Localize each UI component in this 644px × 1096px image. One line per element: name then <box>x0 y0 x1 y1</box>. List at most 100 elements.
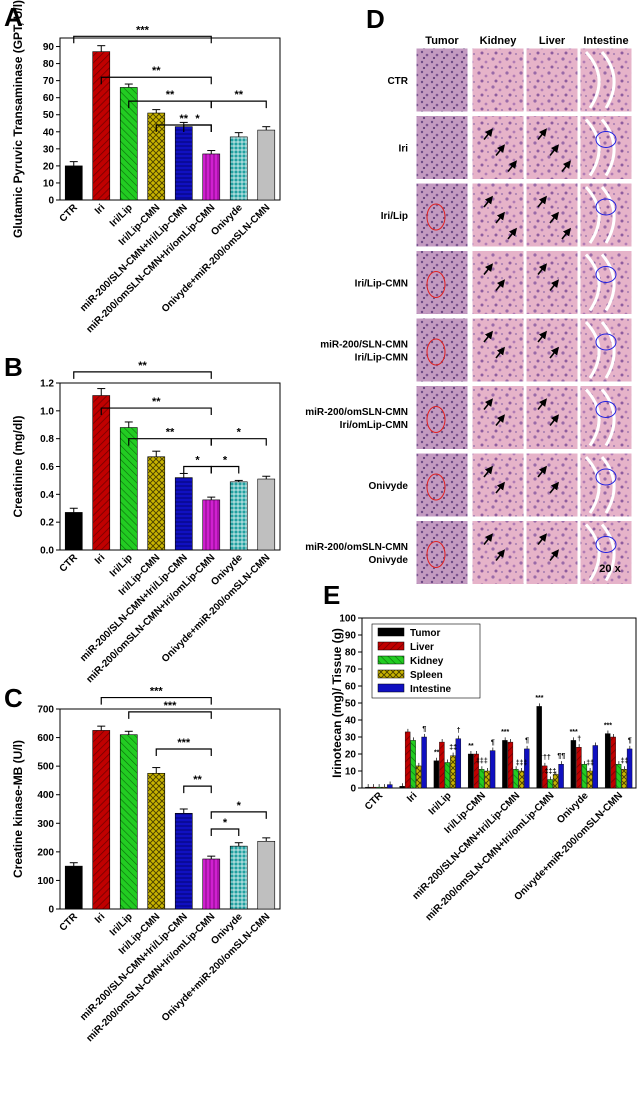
lesion-arrow <box>561 227 571 240</box>
significance-label: * <box>195 113 200 125</box>
histology-tile <box>471 47 525 113</box>
significance-bracket <box>100 76 212 85</box>
histology-grid: Tumor Kidney Liver Intestine CTR Iri Iri/Lip Ir… <box>305 35 633 585</box>
bar <box>444 762 451 789</box>
bar <box>581 764 588 789</box>
significance-label: * <box>237 427 242 439</box>
y-tick-label: 1.0 <box>40 406 54 417</box>
y-axis-title: Creatine kinase-MB (U/l) <box>11 740 25 878</box>
bar <box>404 731 411 789</box>
lesion-arrow <box>507 227 517 240</box>
bar <box>547 779 553 789</box>
significance-label: ** <box>193 774 202 786</box>
bar <box>518 770 525 789</box>
histology-row-label: Onivyde <box>369 481 409 492</box>
necrosis-circle <box>426 338 446 366</box>
significance-label: ‡‡ <box>449 744 457 751</box>
lesion-arrow <box>549 346 559 359</box>
legend: Tumor Liver Kidney Spleen Intestine <box>371 623 481 699</box>
bar <box>202 858 221 910</box>
significance-label: *** <box>177 737 191 749</box>
histology-row-label: Iri/Lip <box>381 211 408 222</box>
significance-label: * <box>237 800 242 812</box>
villi-pattern <box>584 320 616 379</box>
significance-bracket <box>210 828 240 836</box>
y-tick-label: 90 <box>43 42 55 53</box>
histology-row-label: Iri/Lip-CMN <box>355 279 408 290</box>
histology-tile <box>415 520 469 585</box>
histology-column-header: Tumor <box>425 35 459 47</box>
villi-pattern <box>584 118 616 177</box>
y-axis-title: Glutamic Pyruvic Transaminase (GPT, U/l) <box>11 0 25 238</box>
damage-circle <box>595 468 617 486</box>
histology-tile <box>525 452 579 518</box>
chart-a-gpt: 0 10 20 30 40 50 60 70 80 90 Glutamic Pyruvic Tran… <box>11 0 281 335</box>
significance-label: *** <box>570 729 578 736</box>
lesion-arrow <box>537 533 547 545</box>
y-tick-label: 300 <box>37 819 54 830</box>
bar <box>604 733 611 789</box>
y-tick-label: 700 <box>37 705 54 716</box>
legend-swatch <box>377 655 405 665</box>
histology-tile <box>471 182 525 248</box>
bar <box>147 772 166 910</box>
significance-label: ‡‡‡ <box>516 760 528 767</box>
significance-bracket <box>210 811 267 819</box>
legend-entry: Spleen <box>410 670 443 681</box>
histology-tile <box>415 250 469 315</box>
lesion-arrow <box>537 263 547 275</box>
bar <box>257 129 276 201</box>
significance-bracket <box>183 465 212 474</box>
significance-label: *** <box>164 700 178 712</box>
legend-swatch <box>377 627 405 637</box>
bar <box>610 736 616 789</box>
y-tick-label: 20 <box>43 161 55 172</box>
significance-label: ¶ <box>628 738 632 745</box>
y-tick-label: 50 <box>345 699 357 710</box>
category-label: Iri <box>93 202 108 217</box>
y-tick-label: 0.4 <box>40 490 54 501</box>
significance-bracket <box>210 465 240 474</box>
histology-tile <box>525 115 579 180</box>
panel-letter-d: D <box>366 4 385 34</box>
y-tick-label: 60 <box>43 93 55 104</box>
lesion-arrow <box>483 465 493 478</box>
necrosis-circle <box>426 406 446 433</box>
bar <box>64 165 83 201</box>
significance-label: ** <box>468 743 474 750</box>
lesion-arrow <box>549 144 559 156</box>
y-tick-label: 0 <box>350 784 356 795</box>
chart-b-creatinine: 0.0 0.2 0.4 0.6 0.8 1.0 1.2 Creatinine (mg/dl) C… <box>11 360 281 685</box>
significance-label: ‡‡ <box>586 760 594 767</box>
histology-tile <box>525 385 579 450</box>
y-tick-label: 80 <box>43 59 55 70</box>
lesion-arrow <box>495 279 505 291</box>
significance-label: ** <box>234 89 243 101</box>
y-tick-label: 20 <box>345 750 357 761</box>
bar <box>433 760 440 789</box>
bar <box>467 753 474 789</box>
bar <box>119 734 138 910</box>
significance-bracket <box>128 438 212 446</box>
bar <box>147 456 166 551</box>
histology-row-label: CTR <box>387 76 408 87</box>
lesion-arrow <box>483 533 493 545</box>
bar <box>174 126 193 201</box>
lesion-arrow <box>537 465 547 478</box>
plot-frame <box>59 708 281 910</box>
significance-label: ‡‡ <box>620 758 628 765</box>
y-tick-label: 0 <box>48 196 54 207</box>
y-tick-label: 10 <box>43 178 55 189</box>
lesion-arrow <box>483 128 493 140</box>
villi-pattern <box>584 50 616 109</box>
y-tick-label: 400 <box>37 790 54 801</box>
significance-label: † <box>457 727 461 734</box>
lesion-arrow <box>549 414 559 426</box>
significance-label: † <box>577 736 581 743</box>
significance-label: * <box>223 817 228 829</box>
y-tick-label: 80 <box>345 648 357 659</box>
lesion-arrow <box>495 414 505 426</box>
significance-bracket <box>128 711 212 719</box>
panel-letter-a: A <box>4 2 23 32</box>
